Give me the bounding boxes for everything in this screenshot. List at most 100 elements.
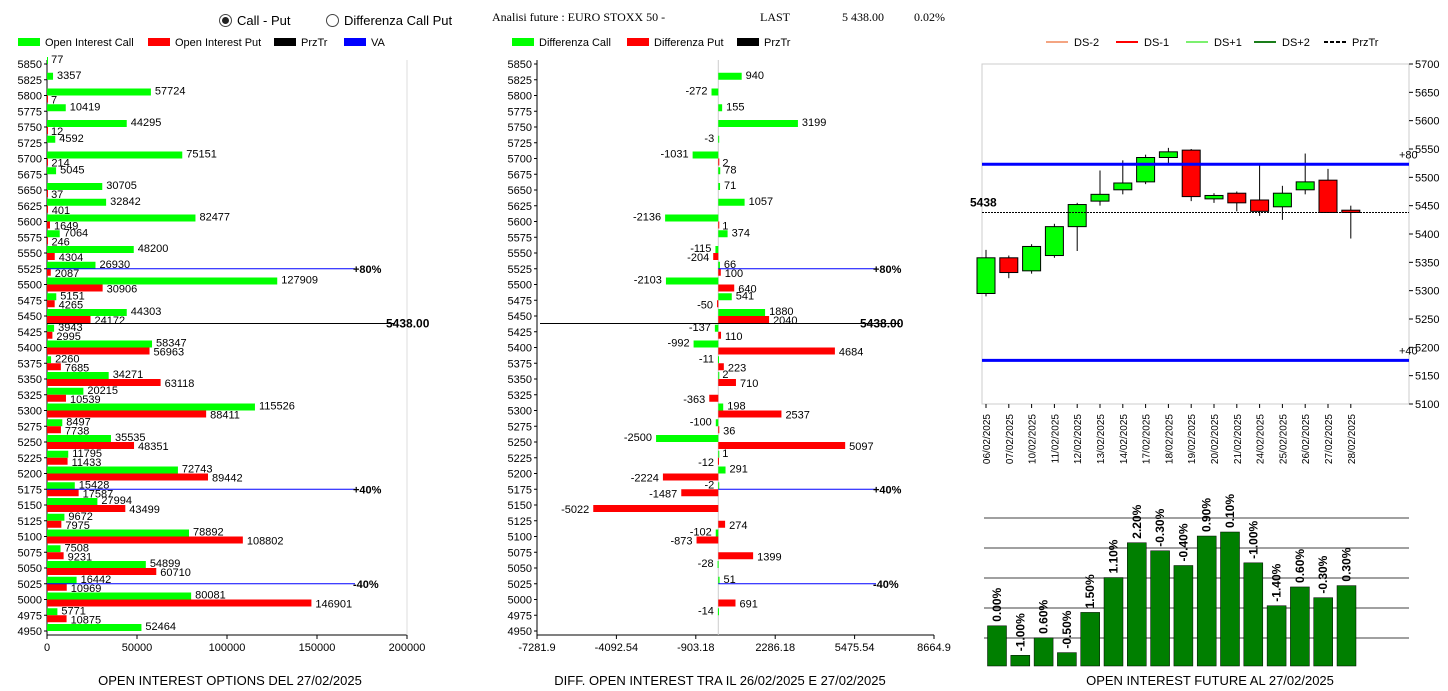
date-label: 18/02/2025	[1164, 414, 1175, 464]
oi-future-bar	[1336, 585, 1357, 667]
strike-label: 5225	[18, 453, 42, 465]
page-title: Analisi future : EURO STOXX 50 -	[492, 10, 666, 24]
strike-label: 5625	[508, 201, 532, 213]
call-value: 5151	[60, 290, 84, 302]
put-bar	[47, 221, 50, 229]
put-value: 88411	[210, 410, 240, 422]
call-diff-bar	[718, 482, 720, 490]
call-value: 9672	[68, 511, 92, 523]
put-bar	[47, 237, 48, 245]
strike-label: 5550	[508, 248, 532, 260]
call-value: 57724	[155, 86, 186, 98]
date-label: 19/02/2025	[1187, 414, 1198, 464]
legend-swatch	[627, 38, 649, 46]
y-tick-label: 5550	[1415, 144, 1439, 156]
radio-differenza[interactable]: Differenza Call Put	[326, 13, 452, 28]
strike-label: 5675	[508, 169, 532, 181]
call-bar	[47, 261, 96, 269]
strike-label: 5725	[18, 138, 42, 150]
call-bar	[47, 403, 255, 411]
put-diff-value: 110	[725, 331, 743, 343]
put-diff-value: 100	[725, 268, 743, 280]
radio-call-put[interactable]: Call - Put	[219, 13, 290, 28]
put-bar	[47, 568, 157, 575]
call-diff-value: -14	[698, 605, 714, 617]
call-diff-bar	[718, 466, 726, 474]
put-bar	[47, 379, 161, 386]
strike-label: 5200	[508, 469, 532, 481]
call-diff-bar	[717, 561, 719, 568]
call-value: 20215	[87, 385, 118, 397]
put-diff-value: 1399	[757, 551, 781, 563]
put-diff-value: 1	[722, 221, 728, 233]
put-diff-bar	[717, 457, 719, 465]
strike-label: 5575	[508, 232, 532, 244]
przt-label: 5438.00	[860, 317, 904, 331]
x-tick-label: 150000	[299, 642, 336, 654]
call-value: 35535	[115, 432, 146, 444]
put-diff-bar	[718, 347, 835, 355]
call-bar	[47, 387, 84, 395]
candle-body	[999, 257, 1019, 274]
call-bar	[47, 151, 183, 159]
oi-future-bar	[1150, 550, 1170, 667]
call-diff-bar	[656, 435, 719, 442]
call-diff-value: 1	[722, 448, 728, 460]
strike-label: 5425	[508, 327, 532, 339]
strike-label: 5250	[18, 437, 42, 449]
strike-label: 5000	[508, 595, 532, 607]
call-diff-bar	[718, 293, 732, 301]
call-value: 5045	[60, 164, 84, 176]
put-bar	[47, 473, 208, 481]
call-bar	[47, 624, 142, 631]
strike-label: 5775	[18, 106, 42, 118]
date-label: 24/02/2025	[1256, 414, 1267, 464]
call-value: 7508	[65, 542, 89, 554]
call-bar	[47, 293, 57, 301]
legend-label: DS-2	[1074, 37, 1099, 49]
candle-body	[1295, 181, 1315, 191]
call-bar	[47, 372, 109, 379]
y-tick-label: 5400	[1415, 229, 1439, 241]
strike-label: 5525	[18, 264, 42, 276]
strike-label: 5300	[508, 406, 532, 418]
x-tick-label: 5475.54	[835, 642, 875, 654]
call-diff-value: 940	[746, 70, 764, 82]
put-diff-bar	[718, 552, 754, 560]
last-label: LAST	[760, 10, 790, 24]
put-bar	[47, 410, 207, 418]
strike-label: 5600	[508, 217, 532, 229]
strike-label: 5700	[18, 154, 42, 166]
oi-future-bar	[1243, 562, 1264, 667]
call-diff-value: -137	[689, 322, 711, 334]
put-bar	[47, 158, 48, 166]
strike-label: 5850	[508, 59, 532, 71]
put-value: 7975	[65, 520, 89, 532]
put-value: 30906	[107, 284, 138, 296]
call-diff-value: 71	[724, 180, 736, 192]
put-value: 24172	[95, 315, 126, 327]
call-diff-bar	[718, 104, 723, 112]
strike-label: 5275	[508, 421, 532, 433]
legend-label: VA	[371, 37, 386, 49]
call-diff-bar	[693, 340, 719, 348]
strike-label: 5300	[18, 406, 42, 418]
put-value: 60710	[160, 567, 191, 579]
strike-label: 5100	[18, 532, 42, 544]
va-label: -40%	[873, 579, 899, 591]
call-diff-value: 155	[726, 101, 744, 113]
strike-label: 5175	[18, 484, 42, 496]
oi-future-bar	[1127, 542, 1147, 667]
candlestick-chart: DS-2 DS-1 DS+1 DS+2 PrzTr 5700 5650 5600 5550 550…	[970, 37, 1439, 464]
y-tick-label: 5500	[1415, 172, 1439, 184]
strike-label: 5400	[18, 343, 42, 355]
call-value: 127909	[281, 275, 318, 287]
oi-future-bar	[1196, 535, 1217, 667]
put-value: 63118	[165, 378, 195, 390]
put-value: 10875	[71, 614, 102, 626]
put-value: 56963	[154, 347, 185, 359]
call-bar	[47, 167, 57, 175]
x-tick-label: -4092.54	[595, 642, 638, 654]
call-bar	[47, 561, 146, 568]
y-tick-label: 5450	[1415, 201, 1439, 213]
